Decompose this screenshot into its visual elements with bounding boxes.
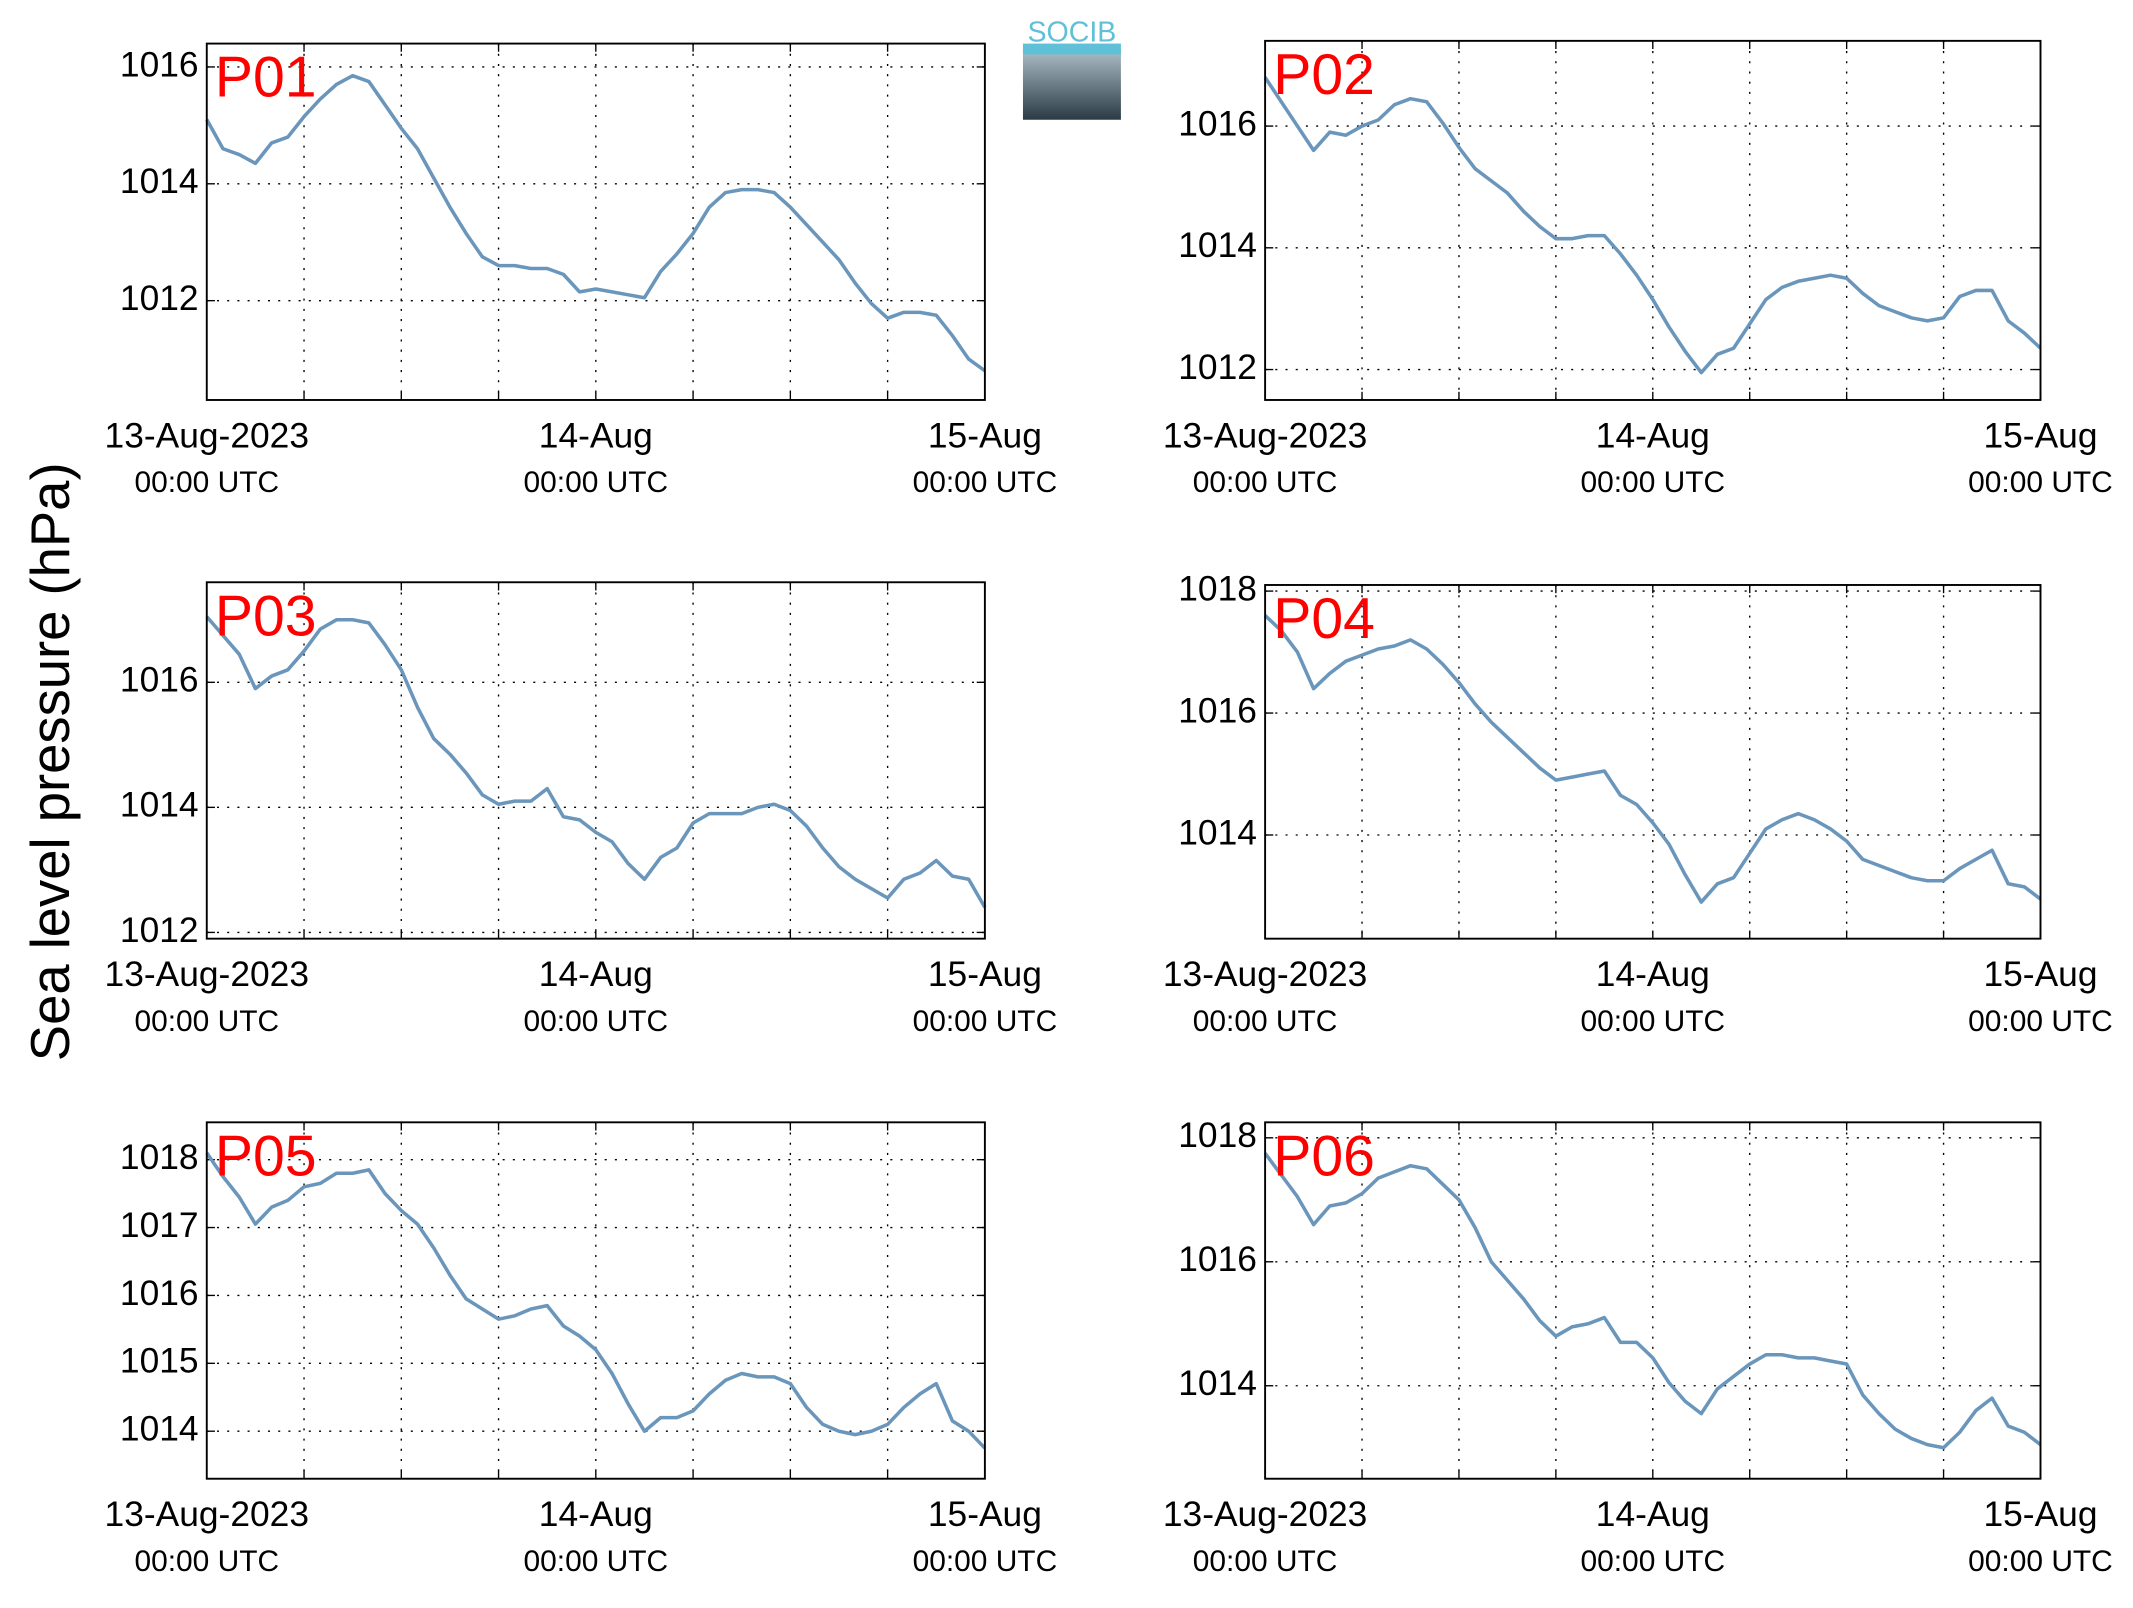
y-tick-label: 1016	[1178, 104, 1257, 143]
x-tick-label: 13-Aug-2023	[1163, 416, 1367, 455]
y-axis-label: Sea level pressure (hPa)	[20, 462, 81, 1061]
y-tick-label: 1014	[120, 162, 199, 201]
panel: 1014 1016 1018 13-Aug-2023 00:00 UTC 14-Aug 00…	[1163, 569, 2113, 1037]
x-tick-sublabel: 00:00 UTC	[524, 466, 669, 499]
x-tick-label: 13-Aug-2023	[1163, 1495, 1367, 1534]
x-tick-label: 14-Aug	[1596, 955, 1710, 994]
x-tick-label: 13-Aug-2023	[105, 955, 309, 994]
x-tick-sublabel: 00:00 UTC	[1968, 1545, 2113, 1578]
logo-text: SOCIB	[1028, 17, 1117, 49]
series-line	[1263, 614, 2042, 904]
y-tick-label: 1015	[120, 1342, 199, 1381]
x-tick-sublabel: 00:00 UTC	[134, 466, 279, 499]
plot-area	[1265, 584, 2041, 939]
logo: SOCIB	[1022, 17, 1121, 120]
series-line	[205, 1151, 987, 1450]
y-tick-label: 1018	[1178, 1116, 1257, 1155]
x-tick-label: 15-Aug	[1983, 955, 2097, 994]
x-tick-sublabel: 00:00 UTC	[134, 1005, 279, 1038]
x-tick-sublabel: 00:00 UTC	[913, 1545, 1058, 1578]
y-tick-label: 1016	[1178, 1240, 1257, 1279]
x-tick-label: 13-Aug-2023	[1163, 955, 1367, 994]
x-tick-label: 15-Aug	[928, 955, 1042, 994]
x-tick-sublabel: 00:00 UTC	[1193, 466, 1338, 499]
panel-title: P03	[215, 584, 317, 648]
series-line	[205, 615, 987, 909]
y-tick-label: 1012	[1178, 348, 1257, 387]
panel-title: P01	[215, 46, 317, 110]
panel-title: P05	[215, 1125, 317, 1189]
x-tick-label: 14-Aug	[539, 1495, 653, 1534]
x-tick-label: 14-Aug	[1596, 1495, 1710, 1534]
axes-frame	[1264, 584, 2042, 940]
axes-frame	[205, 581, 986, 940]
axes-frame	[1264, 39, 2042, 401]
y-tick-label: 1014	[1178, 813, 1257, 852]
x-tick-label: 14-Aug	[539, 955, 653, 994]
series-line	[1263, 76, 2042, 375]
x-tick-label: 13-Aug-2023	[105, 1495, 309, 1534]
y-tick-label: 1012	[120, 279, 199, 318]
x-tick-label: 15-Aug	[1983, 416, 2097, 455]
y-tick-label: 1018	[1178, 569, 1257, 608]
plot-area	[206, 1122, 985, 1479]
panel-title: P06	[1273, 1125, 1375, 1189]
axes-frame	[1264, 1121, 2042, 1480]
x-tick-sublabel: 00:00 UTC	[1968, 1005, 2113, 1038]
x-tick-sublabel: 00:00 UTC	[134, 1545, 279, 1578]
x-tick-label: 15-Aug	[1983, 1495, 2097, 1534]
y-tick-label: 1018	[120, 1138, 199, 1177]
x-tick-sublabel: 00:00 UTC	[524, 1005, 669, 1038]
axes-frame	[205, 42, 986, 401]
y-tick-label: 1014	[1178, 1364, 1257, 1403]
y-tick-label: 1016	[120, 661, 199, 700]
x-tick-sublabel: 00:00 UTC	[1968, 466, 2113, 499]
y-tick-label: 1014	[120, 786, 199, 825]
x-tick-label: 15-Aug	[928, 416, 1042, 455]
panel: 1012 1014 1016 13-Aug-2023 00:00 UTC 14-Aug 00…	[105, 581, 1058, 1038]
panel: 1014 1016 1018 13-Aug-2023 00:00 UTC 14-Aug 00…	[1163, 1116, 2113, 1578]
x-tick-label: 13-Aug-2023	[105, 416, 309, 455]
y-tick-label: 1012	[120, 911, 199, 950]
panel-title: P02	[1273, 43, 1375, 107]
x-tick-sublabel: 00:00 UTC	[1193, 1005, 1338, 1038]
x-tick-sublabel: 00:00 UTC	[913, 1005, 1058, 1038]
logo-wave	[1022, 43, 1121, 55]
y-tick-label: 1016	[120, 1274, 199, 1313]
series-line	[1263, 1152, 2042, 1450]
x-tick-sublabel: 00:00 UTC	[913, 466, 1058, 499]
y-tick-label: 1016	[120, 45, 199, 84]
axes-frame	[205, 1121, 986, 1480]
panel-title: P04	[1273, 587, 1375, 651]
y-tick-label: 1016	[1178, 691, 1257, 730]
logo-band	[1022, 49, 1121, 120]
panel: 1012 1014 1016 13-Aug-2023 00:00 UTC 14-Aug 00…	[105, 42, 1058, 499]
plot-area	[1265, 40, 2041, 400]
y-tick-label: 1014	[120, 1410, 199, 1449]
panel: 1014 1015 1016 1017 1018 13-Aug-2023 00:00 UTC…	[105, 1121, 1058, 1578]
x-tick-sublabel: 00:00 UTC	[1580, 1545, 1725, 1578]
x-tick-sublabel: 00:00 UTC	[1580, 466, 1725, 499]
x-tick-label: 14-Aug	[539, 416, 653, 455]
y-tick-label: 1017	[120, 1206, 199, 1245]
x-tick-label: 14-Aug	[1596, 416, 1710, 455]
y-tick-label: 1014	[1178, 226, 1257, 265]
x-tick-sublabel: 00:00 UTC	[1193, 1545, 1338, 1578]
series-line	[205, 73, 986, 373]
x-tick-sublabel: 00:00 UTC	[1580, 1005, 1725, 1038]
panel: 1012 1014 1016 13-Aug-2023 00:00 UTC 14-Aug 00…	[1163, 39, 2113, 499]
x-tick-label: 15-Aug	[928, 1495, 1042, 1534]
x-tick-sublabel: 00:00 UTC	[524, 1545, 669, 1578]
